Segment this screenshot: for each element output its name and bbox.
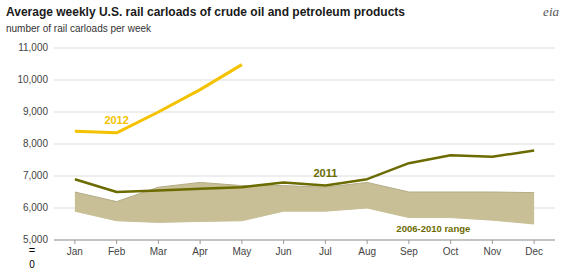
grid-line <box>54 144 555 145</box>
x-tick-label: Nov <box>483 246 501 257</box>
x-tick-label: Mar <box>150 246 168 257</box>
x-tick <box>450 240 451 244</box>
grid-line <box>54 176 555 177</box>
x-tick-label: Jul <box>319 246 332 257</box>
y-tick-label: 5,000 <box>23 234 48 245</box>
grid-line <box>54 48 555 49</box>
x-tick <box>200 240 201 244</box>
x-tick <box>283 240 284 244</box>
logo: eia <box>543 4 559 19</box>
y-tick-label: 10,000 <box>17 74 48 85</box>
axis-break: = <box>29 244 35 256</box>
x-tick <box>534 240 535 244</box>
x-tick-label: Jan <box>67 246 83 257</box>
axis-zero: 0 <box>29 259 35 270</box>
x-tick <box>408 240 409 244</box>
grid-line <box>54 112 555 113</box>
title: Average weekly U.S. rail carloads of cru… <box>6 5 405 19</box>
grid <box>54 48 555 240</box>
y-tick-label: 8,000 <box>23 138 48 149</box>
x-tick <box>367 240 368 244</box>
x-axis-line <box>54 240 555 241</box>
plot-area <box>75 65 534 224</box>
x-tick-label: Sep <box>400 246 418 257</box>
series-label: 2012 <box>104 114 128 126</box>
x-tick <box>74 240 75 244</box>
chart: Average weekly U.S. rail carloads of cru… <box>0 0 567 278</box>
range-lower-line <box>75 208 534 224</box>
series-line <box>75 65 242 133</box>
x-tick-label: Aug <box>358 246 376 257</box>
x-tick <box>241 240 242 244</box>
y-tick-label: 9,000 <box>23 106 48 117</box>
subtitle: number of rail carloads per week <box>6 23 152 34</box>
series-line <box>75 150 534 192</box>
x-tick-label: May <box>232 246 251 257</box>
grid-line <box>54 240 555 241</box>
x-tick-label: Dec <box>525 246 543 257</box>
y-tick-label: 11,000 <box>18 42 48 53</box>
x-tick <box>325 240 326 244</box>
x-tick-label: Jun <box>276 246 292 257</box>
x-tick-label: Apr <box>192 246 208 257</box>
y-tick-label: 6,000 <box>23 202 48 213</box>
range-area <box>75 182 534 224</box>
grid-line <box>54 80 555 81</box>
x-tick <box>492 240 493 244</box>
y-tick-label: 7,000 <box>23 170 48 181</box>
x-tick <box>158 240 159 244</box>
x-tick-label: Feb <box>108 246 126 257</box>
series-label: 2011 <box>313 167 337 179</box>
x-tick-label: Oct <box>443 246 459 257</box>
series-label: 2006-2010 range <box>396 223 470 234</box>
x-tick <box>116 240 117 244</box>
